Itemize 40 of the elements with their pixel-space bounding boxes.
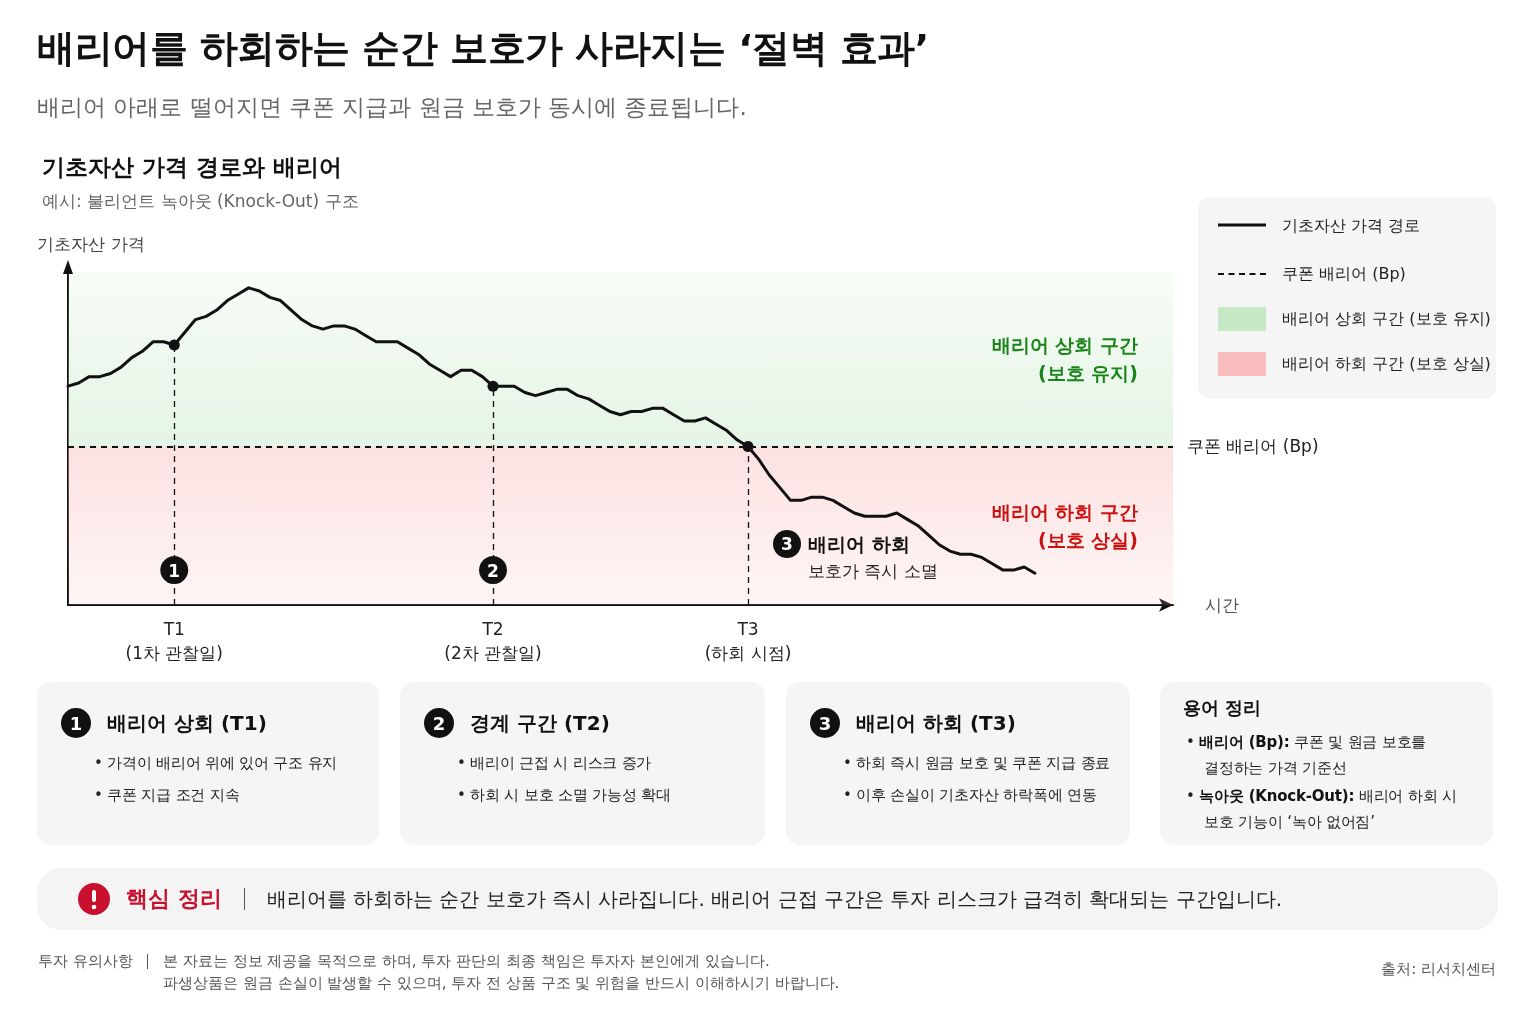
text: 3 [810,708,840,738]
x-tick-label: T3 (하회 시점) [704,619,792,663]
text: 1 [61,708,91,738]
text: • 가격이 배리어 위에 있어 구조 유지 [94,753,338,774]
text: 경계 구간 (T2) [470,709,610,737]
text: 배리어 하회 구간 (보호 상실) [1282,353,1491,373]
text: • 하회 즉시 원금 보호 및 쿠폰 지급 종료 [843,753,1111,774]
text: • 녹아웃 (Knock-Out): 배리어 하회 시 보호 기능이 ‘녹아 없어짐’ [1186,786,1457,833]
text: 핵심 정리 [126,885,222,913]
text: • 하회 시 보호 소멸 가능성 확대 [457,785,671,806]
text: • 이후 손실이 기초자산 하락폭에 연동 [843,785,1098,806]
text: 배리어 상회 구간 (보호 유지) [1282,308,1491,328]
ref-line-label: 쿠폰 배리어 (Bp) [1187,436,1319,457]
annotation: 3 [773,530,801,558]
annotation: 배리어 하회 보호가 즉시 소멸 [808,532,938,583]
legend-label: 기초자산 가격 경로 [1282,215,1421,235]
text: • 배리이 근접 시 리스크 증가 [457,753,653,774]
annotation: 1 [168,561,181,582]
y-axis-title: 기초자산 가격 [37,233,145,254]
text: 2 [424,708,454,738]
x-tick-label: T1 (1차 관찰일) [125,619,223,663]
text: • 쿠폰 지급 조건 지속 [94,785,241,806]
chart-title: 기초자산 가격 경로와 배리어 [42,153,343,180]
x-axis-title: 시간 [1205,595,1239,615]
band-label: 배리어 하회 구간 (보호 상실) [991,500,1138,551]
chart-subtitle: 예시: 불리언트 녹아웃 (Knock-Out) 구조 [42,190,359,211]
source-note: 출처: 리서치센터 [1381,959,1496,980]
text: 배리어 상회 (T1) [107,709,267,737]
text: 배리어를 하회하는 순간 보호가 사라지는 ‘절벽 효과’ [37,25,930,72]
text: 배리어 하회 (T3) [856,709,1016,737]
text: 배리어 아래로 떨어지면 쿠폰 지급과 원금 보호가 동시에 종료됩니다. [37,93,748,122]
x-tick-label: T2 (2차 관찰일) [444,619,542,663]
text: 배리어를 하회하는 순간 보호가 즉시 사라집니다. 배리어 근접 구간은 투자 리스크가 급격히 확대되는 구간입니다. [266,885,1283,913]
text: • 배리어 (Bp): 쿠폰 및 원금 보호를 결정하는 가격 기준선 [1186,732,1428,779]
text: 쿠폰 배리어 (Bp) [1282,263,1406,283]
text: 용어 정리 [1183,696,1262,720]
band-label: 배리어 상회 구간 (보호 유지) [991,334,1138,385]
annotation: 2 [487,561,499,582]
text: 투자 유의사항 [38,951,133,972]
text: 본 자료는 정보 제공을 목적으로 하며, 투자 판단의 최종 책임은 투자자 본인에게 있습니다. 파생상품은 원금 손실이 발생할 수 있으며, 투자 전 상품 구조 및 위험을 반드시 이해하시기 바랍니다. [163,951,840,994]
